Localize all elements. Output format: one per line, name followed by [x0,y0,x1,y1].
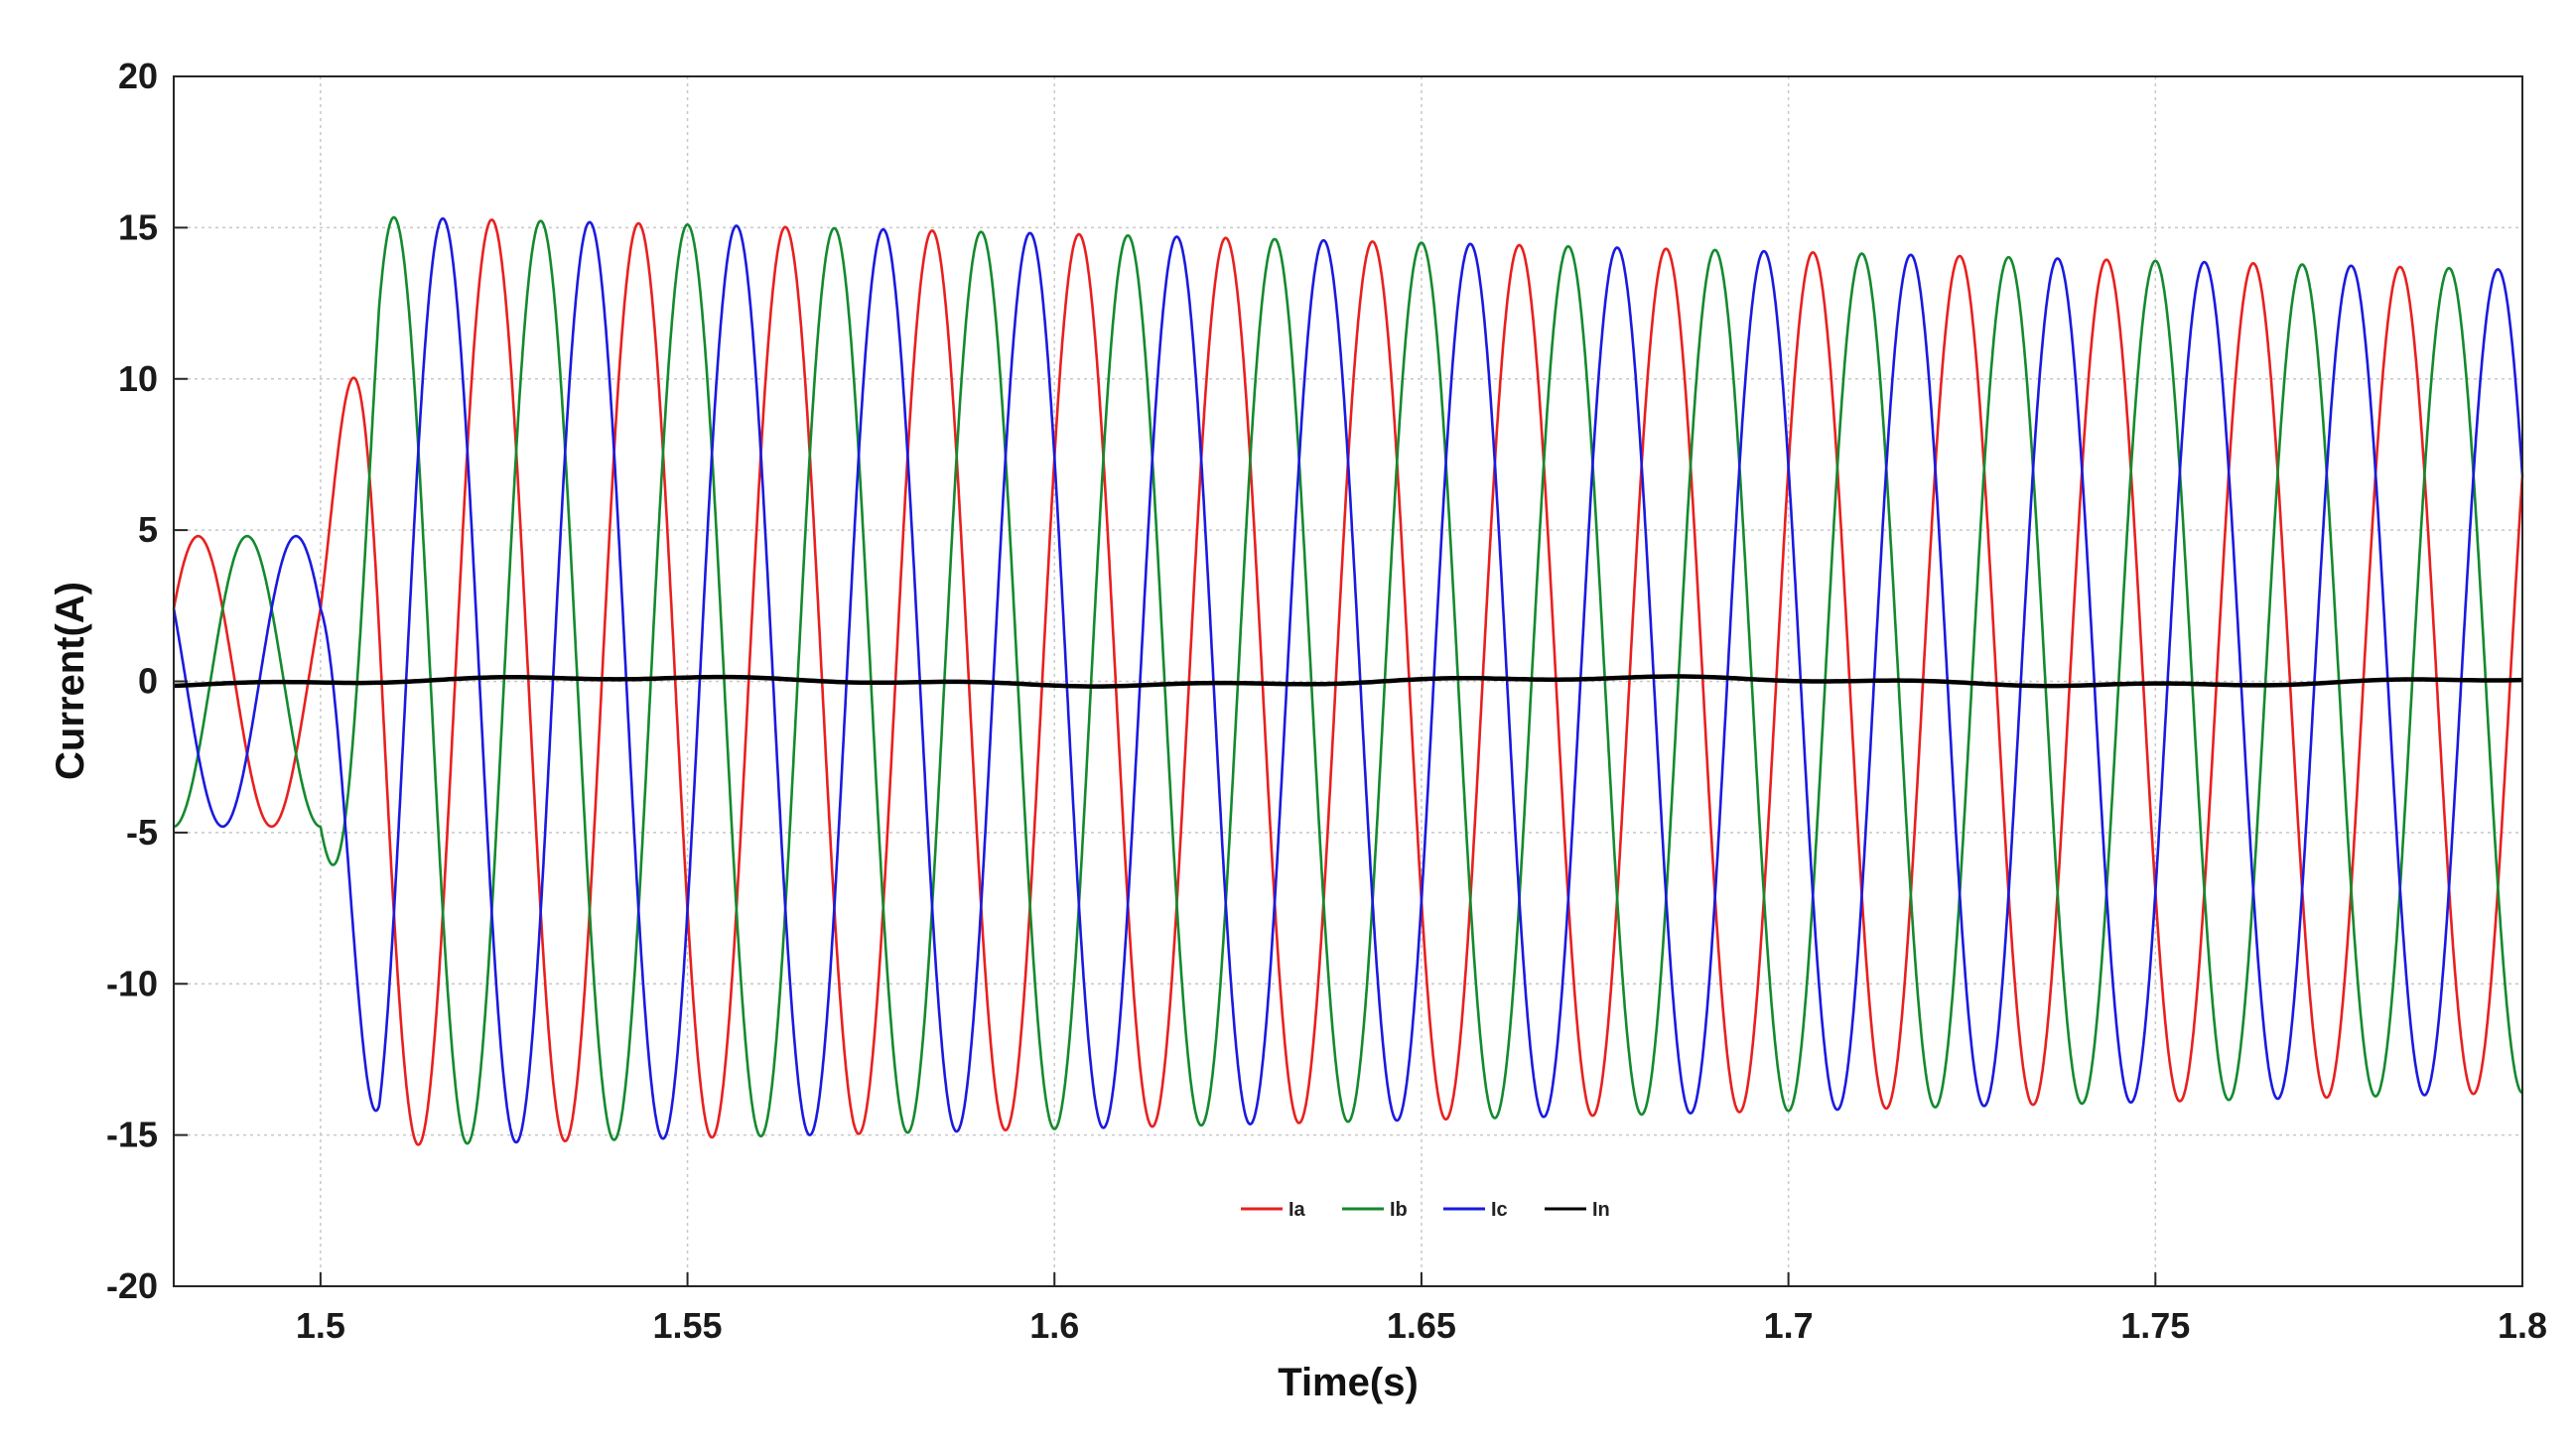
y-tick-label: 15 [118,206,158,247]
y-tick-label: -20 [106,1265,158,1306]
grid-layer [174,76,2522,1286]
legend-label-ic: Ic [1491,1199,1508,1221]
legend-label-ia: Ia [1288,1199,1306,1221]
x-tick-label: 1.7 [1764,1305,1814,1346]
y-tick-label: -10 [106,963,158,1003]
x-tick-label: 1.75 [2120,1305,2190,1346]
x-tick-label: 1.55 [653,1305,723,1346]
legend: Ia Ib Ic In [1241,1199,1610,1221]
x-tick-label: 1.6 [1029,1305,1079,1346]
y-tick-label: 0 [138,661,158,702]
series-line-ic [172,216,2524,1144]
x-tick-label: 1.8 [2498,1305,2547,1346]
x-tick-label: 1.5 [296,1305,345,1346]
y-tick-label: -5 [126,812,158,853]
series-layer [172,215,2524,1146]
y-tick-label: 10 [118,358,158,399]
series-line-in [173,674,2523,689]
y-tick-label: 5 [138,509,158,550]
y-tick-label: 20 [118,56,158,96]
x-axis-title: Time(s) [1278,1361,1419,1404]
tick-layer: 1.5 1.55 1.6 1.65 1.7 1.75 1.8 20 15 10 5 0 -5 -10 -15… [106,56,2547,1346]
y-axis-title: Current(A) [49,582,92,780]
legend-label-ib: Ib [1390,1199,1408,1221]
x-tick-label: 1.65 [1387,1305,1456,1346]
y-tick-label: -15 [106,1115,158,1155]
legend-label-in: In [1592,1199,1610,1221]
